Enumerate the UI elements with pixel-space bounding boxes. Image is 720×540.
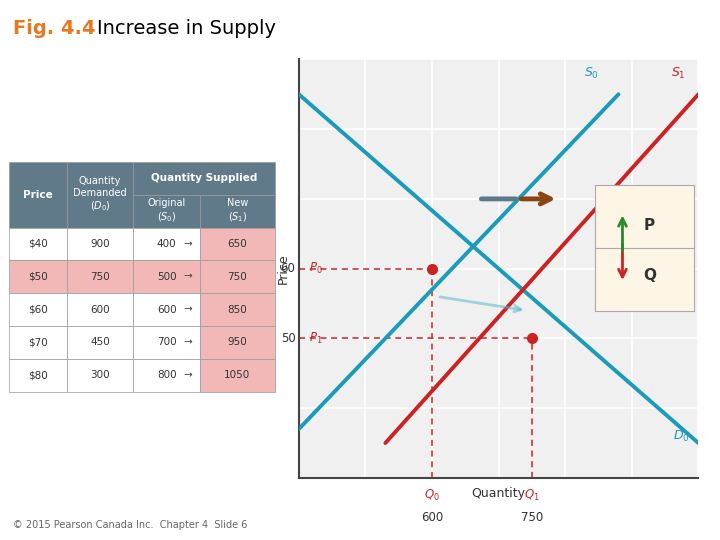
- Bar: [133, 227, 200, 260]
- Text: Quantity
Demanded
$(D_0)$: Quantity Demanded $(D_0)$: [73, 176, 127, 213]
- Text: 600: 600: [421, 511, 443, 524]
- Text: 60: 60: [281, 262, 295, 275]
- Text: 600: 600: [157, 305, 176, 314]
- Text: 750: 750: [521, 511, 543, 524]
- Text: $Q_0$: $Q_0$: [424, 488, 440, 503]
- Text: 700: 700: [157, 338, 176, 347]
- Text: 850: 850: [228, 305, 247, 314]
- Y-axis label: Price: Price: [276, 253, 289, 284]
- Text: Increase in Supply: Increase in Supply: [97, 19, 276, 38]
- Text: © 2015 Pearson Canada Inc.  Chapter 4  Slide 6: © 2015 Pearson Canada Inc. Chapter 4 Sli…: [13, 520, 248, 530]
- Bar: [9, 293, 67, 326]
- Bar: [67, 227, 133, 260]
- Text: 750: 750: [228, 272, 247, 282]
- Bar: [133, 162, 275, 195]
- Text: 750: 750: [90, 272, 110, 282]
- Bar: [133, 293, 200, 326]
- Text: $60: $60: [28, 305, 48, 314]
- Text: $40: $40: [28, 239, 48, 249]
- Text: 800: 800: [157, 370, 176, 380]
- Bar: [200, 195, 275, 227]
- Text: 50: 50: [281, 332, 295, 345]
- Bar: [133, 326, 200, 359]
- Bar: [67, 162, 133, 227]
- Bar: [9, 162, 67, 227]
- Bar: [9, 227, 67, 260]
- Text: 600: 600: [90, 305, 110, 314]
- Text: $80: $80: [28, 370, 48, 380]
- Text: $S_1$: $S_1$: [671, 66, 685, 81]
- Text: $70: $70: [28, 338, 48, 347]
- Bar: [9, 326, 67, 359]
- Bar: [200, 227, 275, 260]
- Text: 300: 300: [90, 370, 110, 380]
- X-axis label: Quantity: Quantity: [472, 487, 526, 500]
- Text: Fig. 4.4: Fig. 4.4: [13, 19, 96, 38]
- Text: →: →: [184, 239, 192, 249]
- Text: $P_1$: $P_1$: [309, 331, 323, 346]
- Bar: [200, 260, 275, 293]
- Text: Quantity Supplied: Quantity Supplied: [151, 173, 257, 184]
- Bar: [133, 359, 200, 392]
- Text: 950: 950: [228, 338, 247, 347]
- Bar: [200, 293, 275, 326]
- Text: →: →: [184, 272, 192, 282]
- Text: $Q_1$: $Q_1$: [524, 488, 540, 503]
- Bar: [133, 195, 200, 227]
- Text: $50: $50: [28, 272, 48, 282]
- Text: 1050: 1050: [224, 370, 251, 380]
- Text: New
$(S_1)$: New $(S_1)$: [227, 198, 248, 224]
- Bar: [9, 359, 67, 392]
- Text: 900: 900: [90, 239, 110, 249]
- Text: →: →: [184, 305, 192, 314]
- Text: 450: 450: [90, 338, 110, 347]
- Text: 650: 650: [228, 239, 247, 249]
- Bar: [9, 260, 67, 293]
- Text: $D_0$: $D_0$: [673, 429, 690, 443]
- Text: Original
$(S_0)$: Original $(S_0)$: [148, 198, 186, 224]
- Text: Price: Price: [23, 190, 53, 200]
- Bar: [200, 326, 275, 359]
- Text: →: →: [184, 370, 192, 380]
- Text: 500: 500: [157, 272, 176, 282]
- Text: $S_0$: $S_0$: [585, 66, 599, 81]
- Bar: [67, 260, 133, 293]
- Text: →: →: [184, 338, 192, 347]
- Bar: [133, 260, 200, 293]
- Bar: [67, 326, 133, 359]
- Bar: [67, 293, 133, 326]
- Text: 400: 400: [157, 239, 176, 249]
- Text: $P_0$: $P_0$: [309, 261, 323, 276]
- Bar: [67, 359, 133, 392]
- Bar: [200, 359, 275, 392]
